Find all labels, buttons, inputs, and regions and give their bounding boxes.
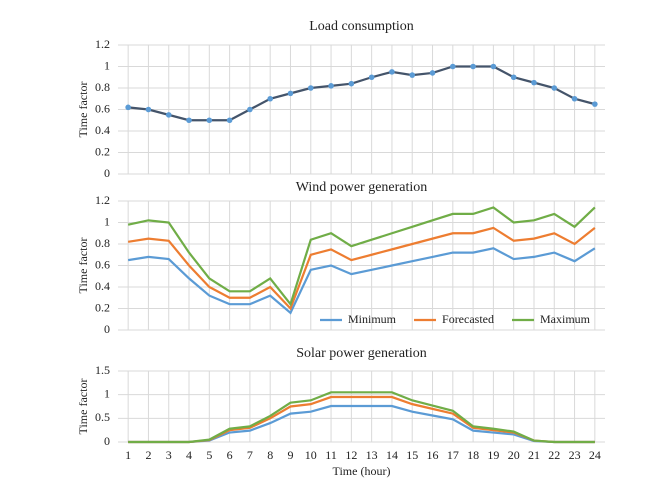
x-tick-label: 10 bbox=[305, 448, 317, 462]
chart-title: Solar power generation bbox=[296, 346, 427, 361]
x-tick-label: 21 bbox=[528, 448, 540, 462]
point bbox=[206, 117, 213, 124]
y-tick-label: 0 bbox=[104, 434, 110, 448]
y-axis-label: Time factor bbox=[76, 238, 90, 294]
point bbox=[125, 104, 131, 111]
y-axis-label: Time factor bbox=[76, 82, 90, 138]
y-tick-label: 0.4 bbox=[95, 123, 110, 137]
y-tick-label: 1.5 bbox=[95, 363, 110, 377]
x-tick-label: 11 bbox=[325, 448, 337, 462]
line bbox=[127, 206, 596, 307]
x-tick-label: 17 bbox=[447, 448, 459, 462]
y-tick-label: 0.6 bbox=[95, 257, 110, 271]
line bbox=[128, 395, 595, 444]
point bbox=[287, 90, 294, 97]
point bbox=[267, 95, 273, 102]
x-tick-label: 20 bbox=[508, 448, 520, 462]
chart-title: Wind power generation bbox=[296, 180, 428, 195]
y-tick-label: 0.5 bbox=[95, 410, 110, 424]
point bbox=[368, 74, 375, 81]
legend-label: Forecasted bbox=[442, 312, 494, 326]
y-tick-label: 0 bbox=[104, 166, 110, 180]
point bbox=[226, 117, 233, 124]
y-tick-label: 0.2 bbox=[95, 144, 110, 158]
y-tick-label: 1.2 bbox=[95, 193, 110, 207]
point bbox=[165, 112, 172, 118]
point bbox=[328, 83, 334, 89]
x-tick-label: 6 bbox=[227, 448, 233, 462]
point bbox=[186, 117, 192, 124]
y-tick-label: 0.4 bbox=[95, 279, 110, 293]
x-tick-label: 2 bbox=[145, 448, 151, 462]
x-tick-label: 4 bbox=[186, 448, 192, 462]
point bbox=[307, 85, 314, 91]
x-tick-label: 5 bbox=[206, 448, 212, 462]
x-tick-label: 15 bbox=[406, 448, 418, 462]
x-tick-label: 23 bbox=[569, 448, 581, 462]
x-tick-label: 14 bbox=[386, 448, 398, 462]
x-tick-label: 19 bbox=[487, 448, 499, 462]
y-tick-label: 1 bbox=[104, 58, 110, 72]
line bbox=[127, 226, 596, 311]
y-tick-label: 1 bbox=[104, 214, 110, 228]
x-tick-label: 22 bbox=[548, 448, 560, 462]
x-tick-label: 1 bbox=[125, 448, 131, 462]
point bbox=[571, 95, 578, 102]
y-axis-label: Time factor bbox=[76, 379, 90, 435]
point bbox=[551, 85, 558, 91]
point bbox=[409, 72, 416, 78]
x-tick-label: 8 bbox=[267, 448, 273, 462]
point bbox=[348, 80, 355, 87]
y-tick-label: 1.2 bbox=[95, 37, 110, 51]
line bbox=[127, 247, 596, 315]
x-tick-label: 7 bbox=[247, 448, 253, 462]
point bbox=[531, 79, 537, 86]
point bbox=[247, 106, 253, 113]
legend-label: Minimum bbox=[348, 312, 397, 326]
y-tick-label: 0.8 bbox=[95, 236, 110, 250]
y-tick-label: 0.2 bbox=[95, 300, 110, 314]
y-tick-label: 0 bbox=[104, 322, 110, 336]
point bbox=[510, 74, 517, 81]
point bbox=[145, 106, 152, 113]
point bbox=[429, 70, 436, 76]
point bbox=[490, 63, 497, 70]
x-tick-label: 16 bbox=[427, 448, 439, 462]
x-tick-label: 12 bbox=[345, 448, 357, 462]
point bbox=[592, 101, 598, 107]
x-axis-label: Time (hour) bbox=[333, 464, 391, 478]
point bbox=[450, 63, 456, 70]
y-tick-label: 0.6 bbox=[95, 101, 110, 115]
point bbox=[470, 63, 476, 70]
line bbox=[128, 391, 595, 444]
x-tick-label: 24 bbox=[589, 448, 601, 462]
legend-label: Maximum bbox=[540, 312, 591, 326]
y-tick-label: 0.8 bbox=[95, 80, 110, 94]
x-tick-label: 3 bbox=[166, 448, 172, 462]
chart-title: Load consumption bbox=[309, 19, 414, 34]
x-tick-label: 13 bbox=[366, 448, 378, 462]
x-tick-label: 9 bbox=[287, 448, 293, 462]
y-tick-label: 1 bbox=[104, 386, 110, 400]
line bbox=[128, 65, 596, 122]
point bbox=[389, 69, 395, 75]
x-tick-label: 18 bbox=[467, 448, 479, 462]
